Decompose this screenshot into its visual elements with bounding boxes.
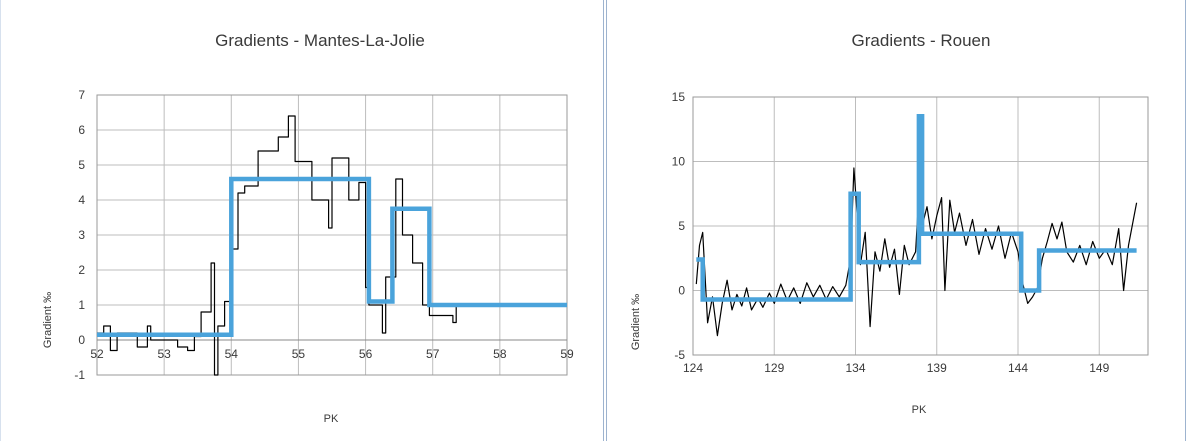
y-axis-label: Gradient ‰	[630, 294, 642, 350]
series-line-raw-gradient	[97, 115, 567, 376]
x-tick-label: 54	[225, 347, 239, 361]
y-tick-label: 3	[78, 228, 85, 242]
x-tick-label: 129	[764, 361, 784, 375]
y-tick-label: 2	[78, 263, 85, 277]
x-axis-label: PK	[324, 413, 339, 425]
series-line-raw-gradient	[695, 167, 1138, 337]
chart-panel-rouen: Gradients - Rouen PK Gradient ‰ -5 0 5 10 15…	[606, 0, 1186, 441]
gradient-chart-mantes: Gradients - Mantes-La-Jolie PK Gradient …	[42, 31, 574, 425]
x-tick-label: 139	[927, 361, 947, 375]
x-tick-label: 59	[560, 347, 574, 361]
series-line-smoothed-gradient	[696, 114, 1137, 302]
y-axis-label: Gradient ‰	[42, 292, 54, 348]
y-tick-label: 5	[78, 158, 85, 172]
x-tick-label: 149	[1089, 361, 1109, 375]
y-tick-label: 15	[672, 90, 686, 104]
y-tick-label: 4	[78, 193, 85, 207]
x-axis-label: PK	[912, 404, 927, 416]
x-tick-label: 53	[157, 347, 171, 361]
series-line-smoothed-gradient	[97, 176, 567, 338]
y-tick-label: 7	[78, 88, 85, 102]
x-tick-label: 144	[1008, 361, 1028, 375]
x-tick-label: 57	[426, 347, 440, 361]
y-tick-label: 0	[678, 284, 685, 298]
x-tick-label: 134	[845, 361, 865, 375]
chart-title: Gradients - Mantes-La-Jolie	[215, 31, 425, 50]
y-tick-label: 0	[78, 333, 85, 347]
y-tick-label: 10	[672, 155, 686, 169]
chart-title: Gradients - Rouen	[852, 31, 991, 50]
x-tick-label: 55	[292, 347, 306, 361]
y-tick-label: -1	[74, 368, 85, 382]
y-tick-label: 1	[78, 298, 85, 312]
y-tick-label: 5	[678, 219, 685, 233]
x-tick-label: 58	[493, 347, 507, 361]
gradient-chart-rouen: Gradients - Rouen PK Gradient ‰ -5 0 5 10 15…	[630, 31, 1149, 416]
x-tick-label: 52	[90, 347, 104, 361]
y-tick-label: 6	[78, 123, 85, 137]
chart-panel-mantes: Gradients - Mantes-La-Jolie PK Gradient …	[0, 0, 604, 441]
x-tick-label: 56	[359, 347, 373, 361]
plot-area-border	[692, 96, 1149, 356]
x-tick-label: 124	[683, 361, 703, 375]
y-tick-label: -5	[674, 348, 685, 362]
plot-area-border	[96, 94, 568, 376]
